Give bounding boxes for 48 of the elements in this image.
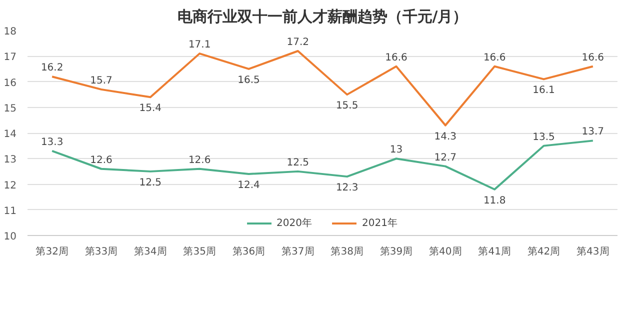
chart-title: 电商行业双十一前人才薪酬趋势（千元/月）: [177, 8, 468, 26]
data-label: 16.5: [238, 74, 260, 86]
data-label: 17.1: [188, 40, 211, 51]
y-tick-label: 16: [4, 78, 17, 89]
y-tick-label: 12: [4, 180, 17, 192]
x-tick-label: 第35周: [183, 246, 216, 258]
x-tick-label: 第43周: [576, 246, 610, 258]
data-label: 16.6: [483, 52, 506, 64]
y-tick-label: 13: [4, 154, 17, 166]
x-tick-label: 第37周: [282, 246, 314, 258]
y-tick-label: 14: [4, 129, 17, 140]
data-label: 12.6: [90, 154, 112, 166]
data-label: 12.6: [188, 154, 211, 166]
data-label: 13.7: [582, 126, 604, 138]
data-label: 17.2: [286, 37, 310, 48]
x-tick-label: 第41周: [478, 246, 511, 258]
x-tick-label: 第39周: [380, 246, 413, 258]
y-tick-label: 15: [4, 103, 17, 114]
data-label: 12.3: [336, 182, 358, 194]
x-tick-label: 第32周: [36, 246, 68, 258]
data-label: 15.5: [336, 100, 358, 112]
x-tick-label: 第34周: [134, 246, 167, 258]
data-label: 16.6: [385, 52, 408, 64]
x-tick-label: 第36周: [232, 246, 266, 258]
data-label: 13: [390, 144, 403, 156]
data-label: 16.6: [582, 52, 604, 64]
data-label: 12.5: [139, 177, 162, 188]
data-label: 12.7: [434, 152, 457, 164]
data-label: 15.4: [139, 103, 162, 114]
y-tick-label: 10: [4, 232, 17, 242]
data-label: 14.3: [434, 131, 457, 142]
data-label: 13.3: [40, 136, 64, 148]
data-label: 16.2: [40, 62, 64, 74]
y-tick-label: 11: [4, 206, 17, 217]
legend-label: 2021年: [362, 217, 398, 230]
data-label: 11.8: [483, 195, 506, 206]
x-tick-label: 第42周: [527, 246, 560, 258]
x-tick-label: 第40周: [429, 246, 462, 258]
data-label: 16.1: [532, 85, 555, 96]
legend-label: 2020年: [276, 217, 312, 230]
x-tick-label: 第38周: [330, 246, 364, 258]
y-tick-label: 18: [4, 26, 17, 38]
data-label: 12.5: [286, 157, 310, 168]
data-label: 13.5: [532, 132, 555, 143]
data-label: 12.4: [238, 180, 260, 191]
data-label: 15.7: [90, 75, 112, 86]
x-tick-label: 第33周: [84, 246, 118, 258]
y-tick-label: 17: [4, 52, 17, 64]
